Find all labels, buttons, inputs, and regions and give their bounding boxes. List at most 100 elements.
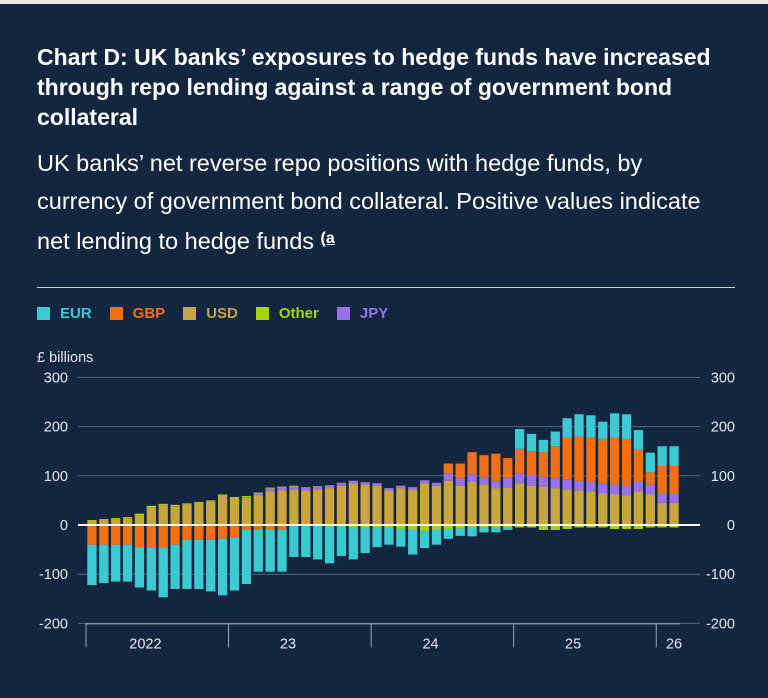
bar-eur: [574, 414, 584, 437]
bar-usd: [277, 490, 287, 525]
bar-eur: [633, 430, 644, 450]
bar-gbp: [111, 525, 121, 545]
bar-eur: [562, 418, 572, 438]
bar-usd: [669, 502, 679, 525]
bar-gbp: [621, 438, 632, 486]
bar-gbp: [467, 452, 477, 475]
bar-jpy: [360, 482, 370, 485]
legend-label-eur: EUR: [60, 304, 92, 322]
bar-jpy: [396, 485, 406, 489]
bar-gbp: [253, 525, 263, 530]
legend-swatch-gbp: [109, 306, 123, 320]
bar-eur: [419, 530, 430, 549]
bar-gbp: [586, 437, 596, 482]
bar-gbp: [217, 525, 228, 539]
bar-gbp: [503, 458, 513, 478]
x-year-label: 24: [422, 636, 438, 652]
bar-eur: [669, 446, 679, 466]
bar-other: [538, 525, 549, 530]
bar-eur: [277, 529, 287, 572]
bar-gbp: [87, 525, 97, 545]
bar-gbp: [241, 525, 252, 530]
bar-other: [526, 525, 537, 528]
bar-other: [348, 525, 358, 528]
bar-other: [586, 525, 596, 528]
bar-jpy: [336, 482, 347, 486]
bar-other: [146, 505, 156, 508]
bar-other: [158, 503, 168, 506]
bar-eur: [645, 452, 655, 473]
bar-gbp: [443, 463, 453, 474]
y-tick-label-left: 0: [60, 518, 68, 534]
bar-eur: [455, 528, 465, 536]
bar-usd: [574, 490, 584, 525]
bar-other: [610, 525, 620, 529]
bar-eur: [241, 529, 252, 585]
y-tick-label-left: -100: [39, 567, 68, 583]
bar-other: [170, 504, 180, 507]
legend-label-gbp: GBP: [132, 304, 166, 322]
bar-usd: [443, 480, 453, 525]
bar-other: [491, 525, 501, 528]
bar-other: [431, 525, 442, 530]
bar-eur: [621, 414, 632, 439]
bar-usd: [289, 489, 299, 525]
legend-label-other: Other: [278, 304, 319, 322]
bar-usd: [621, 495, 632, 525]
bar-other: [277, 486, 287, 488]
bar-usd: [514, 483, 525, 525]
bar-eur: [170, 544, 180, 589]
header-rule: [37, 287, 735, 288]
bar-jpy: [621, 485, 632, 496]
bar-usd: [550, 488, 560, 525]
bar-eur: [550, 431, 560, 447]
bar-other: [574, 525, 584, 528]
bar-jpy: [419, 480, 430, 484]
bar-other: [111, 518, 121, 520]
bar-gbp: [206, 525, 216, 540]
y-tick-label-left: 200: [44, 420, 68, 436]
bar-usd: [265, 491, 275, 525]
bar-jpy: [241, 496, 252, 498]
legend-swatch-usd: [183, 306, 197, 320]
x-year-label: 23: [280, 636, 296, 652]
bar-usd: [217, 495, 228, 525]
bar-other: [633, 525, 644, 529]
bar-eur: [146, 547, 156, 591]
bar-gbp: [598, 438, 608, 484]
bar-other: [467, 525, 477, 528]
bar-usd: [657, 502, 667, 525]
x-year-label: 2022: [129, 636, 161, 652]
bar-gbp: [455, 463, 465, 479]
legend-item-usd: USD: [183, 305, 238, 322]
y-tick-label-right: -200: [706, 616, 735, 632]
bar-usd: [111, 519, 121, 525]
bar-jpy: [562, 479, 572, 490]
bar-jpy: [467, 474, 477, 482]
bar-eur: [657, 446, 667, 466]
bar-eur: [538, 439, 549, 453]
bar-usd: [645, 494, 655, 525]
legend-label-usd: USD: [206, 304, 238, 322]
bar-usd: [229, 497, 240, 525]
y-tick-label-right: 300: [711, 370, 735, 386]
bar-jpy: [313, 486, 323, 490]
bar-other: [657, 525, 667, 528]
bar-gbp: [182, 525, 192, 540]
bar-eur: [348, 527, 358, 560]
bar-jpy: [526, 475, 537, 486]
bar-usd: [122, 518, 133, 525]
bar-eur: [229, 537, 240, 591]
legend-label-jpy: JPY: [359, 304, 389, 322]
legend-item-other: Other: [255, 304, 319, 322]
bar-gbp: [491, 453, 501, 481]
bar-usd: [467, 481, 477, 525]
footnote-link[interactable]: (a: [320, 230, 335, 247]
bar-eur: [372, 527, 382, 548]
bar-other: [419, 525, 430, 531]
bar-gbp: [645, 472, 655, 485]
bar-other: [384, 525, 394, 528]
bar-usd: [134, 515, 145, 525]
bar-usd: [336, 485, 347, 525]
bar-gbp: [122, 525, 133, 545]
